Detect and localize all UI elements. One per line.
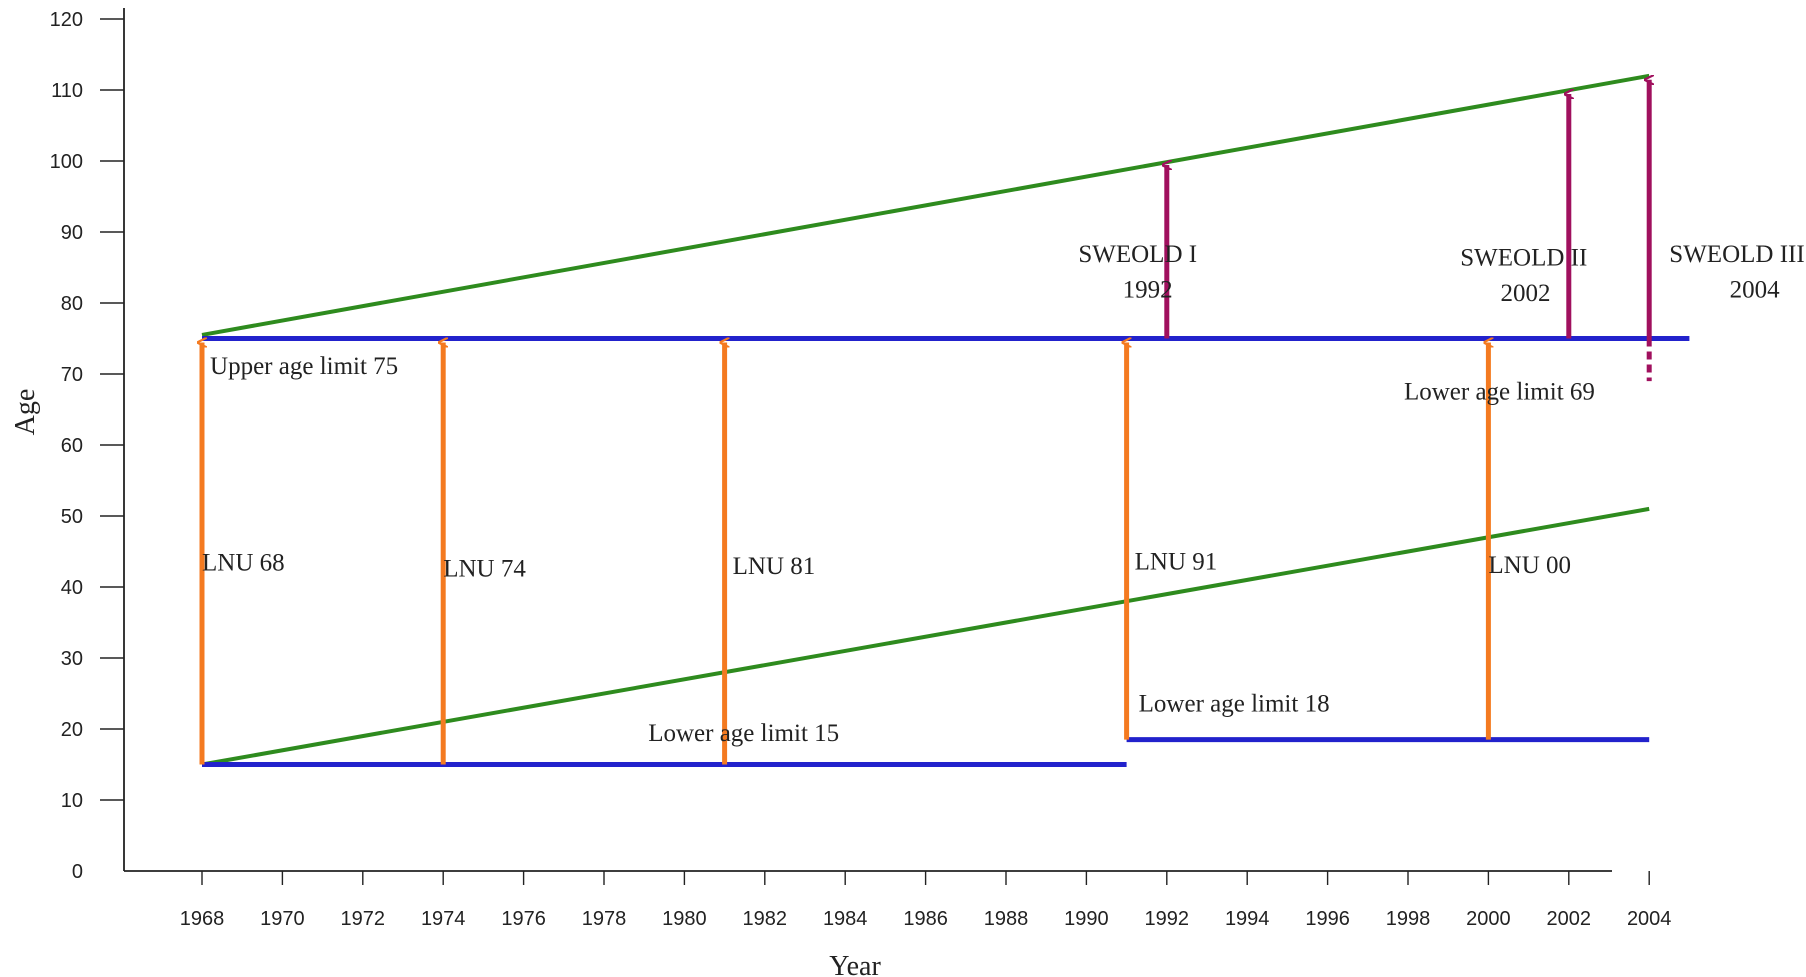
x-tick-label: 1978	[582, 908, 627, 930]
y-tick-label: 20	[61, 719, 83, 741]
x-tick-label: 1984	[823, 908, 868, 930]
annotation-label: SWEOLD III	[1669, 241, 1804, 268]
x-tick-label: 1994	[1225, 908, 1270, 930]
annotation-label: 2002	[1500, 280, 1550, 307]
y-tick-label: 90	[61, 222, 83, 244]
x-tick-label: 1998	[1386, 908, 1431, 930]
x-tick-label: 1980	[662, 908, 707, 930]
cohort-line	[201, 506, 1650, 767]
annotation-label: LNU 74	[443, 555, 526, 582]
annotation-label: 2004	[1730, 276, 1781, 303]
annotation-label: LNU 91	[1135, 548, 1218, 575]
y-tick-label: 10	[61, 790, 83, 812]
annotation-label: Upper age limit 75	[210, 353, 398, 380]
x-tick-label: 1986	[903, 908, 948, 930]
x-tick-label: 2002	[1547, 908, 1592, 930]
annotation-label: LNU 81	[733, 553, 816, 580]
annotation-label: Lower age limit 69	[1404, 379, 1595, 406]
x-axis-title: Year	[829, 951, 881, 977]
x-tick-label: 1976	[501, 908, 546, 930]
x-tick-label: 1996	[1305, 908, 1350, 930]
y-tick-label: 60	[61, 435, 83, 457]
x-tick-label: 1992	[1145, 908, 1190, 930]
cohort-line	[201, 73, 1650, 337]
x-tick-label: 1970	[260, 908, 305, 930]
y-tick-label: 120	[50, 9, 83, 31]
y-tick-label: 30	[61, 648, 83, 670]
x-axis: 1968 1970 1972 1974 1976 1978 1980 1982 1984 1986…	[124, 870, 1672, 930]
y-tick-label: 80	[61, 293, 83, 315]
annotation-label: 1992	[1123, 276, 1173, 303]
annotation-label: Lower age limit 18	[1139, 690, 1330, 717]
annotations-layer: Upper age limit 75 Lower age limit 15 Lowe…	[202, 241, 1805, 747]
x-tick-label: 2004	[1627, 908, 1672, 930]
y-tick-label: 100	[50, 151, 83, 173]
arrows-layer	[202, 80, 1649, 765]
x-tick-label: 1968	[180, 908, 225, 930]
x-tick-label: 1974	[421, 908, 466, 930]
y-tick-label: 0	[72, 861, 83, 883]
x-tick-label: 1988	[984, 908, 1029, 930]
x-tick-label: 1982	[743, 908, 788, 930]
lines-layer	[201, 73, 1690, 767]
x-tick-label: 1990	[1064, 908, 1109, 930]
x-tick-label: 2000	[1466, 908, 1511, 930]
y-tick-label: 40	[61, 577, 83, 599]
y-axis-title: Age	[10, 389, 41, 436]
y-tick-label: 70	[61, 364, 83, 386]
annotation-label: Lower age limit 15	[648, 720, 839, 747]
annotation-label: LNU 00	[1488, 552, 1571, 579]
y-axis: 0 10 20 30 40 50 60 70 80 90 100 110 120	[50, 8, 125, 883]
annotation-label: LNU 68	[202, 550, 285, 577]
y-tick-label: 110	[51, 80, 83, 102]
x-tick-label: 1972	[341, 908, 386, 930]
y-tick-label: 50	[61, 506, 83, 528]
annotation-label: SWEOLD II	[1460, 244, 1587, 271]
annotation-label: SWEOLD I	[1078, 241, 1197, 268]
